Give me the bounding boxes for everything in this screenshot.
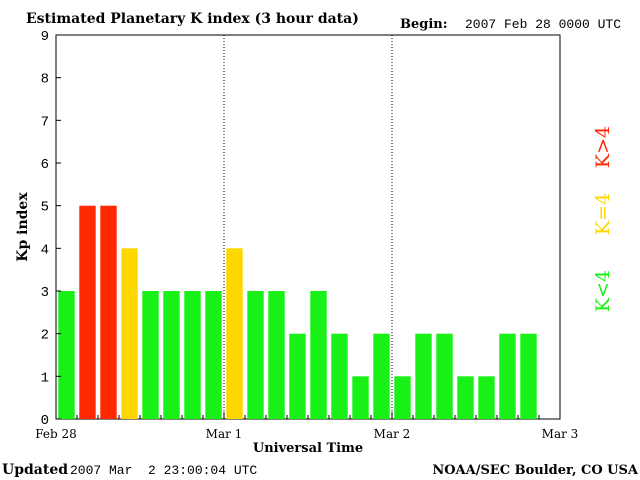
y-tick-label: 7 [41,114,49,130]
kp-bar [457,376,474,419]
legend-k-below-4: K<4 [592,270,614,312]
y-tick-label: 4 [41,242,49,258]
kp-bar [121,248,138,419]
x-tick-label: Feb 28 [35,427,77,441]
kp-bar [100,205,117,419]
kp-bar [310,291,327,419]
x-tick-label: Mar 3 [542,427,579,441]
kp-bar [142,291,159,419]
legend-k-equal-4: K=4 [592,193,614,235]
kp-bar [205,291,222,419]
x-tick-label: Mar 2 [374,427,411,441]
kp-bar [247,291,264,419]
kp-bar [352,376,369,419]
kp-bar [184,291,201,419]
kp-bar [478,376,495,419]
y-tick-label: 6 [41,157,49,173]
kp-bar [415,333,432,419]
kp-bar [163,291,180,419]
kp-bar [436,333,453,419]
y-tick-label: 8 [41,72,49,88]
kp-bar [58,291,75,419]
kp-bar [520,333,537,419]
chart-title: Estimated Planetary K index (3 hour data… [26,11,359,27]
y-axis-label: Kp index [15,192,31,262]
kp-bar [373,333,390,419]
y-tick-label: 1 [41,370,49,386]
y-tick-label: 5 [41,200,49,216]
credit-text: NOAA/SEC Boulder, CO USA [432,463,639,478]
begin-label: Begin: [400,17,448,32]
x-tick-label: Mar 1 [206,427,243,441]
kp-bar [394,376,411,419]
updated-label: Updated [2,462,68,478]
y-tick-label: 0 [41,413,49,429]
begin-value: 2007 Feb 28 0000 UTC [465,17,621,32]
kp-bar [289,333,306,419]
kp-bar [79,205,96,419]
x-axis-label: Universal Time [253,441,363,456]
kp-bar [268,291,285,419]
y-tick-label: 2 [41,328,49,344]
y-tick-label: 3 [41,285,49,301]
kp-bar [499,333,516,419]
kp-bar [226,248,243,419]
kp-bar [331,333,348,419]
y-tick-label: 9 [41,29,49,45]
legend-k-above-4: K>4 [592,126,614,168]
updated-value: 2007 Mar 2 23:00:04 UTC [70,463,257,478]
